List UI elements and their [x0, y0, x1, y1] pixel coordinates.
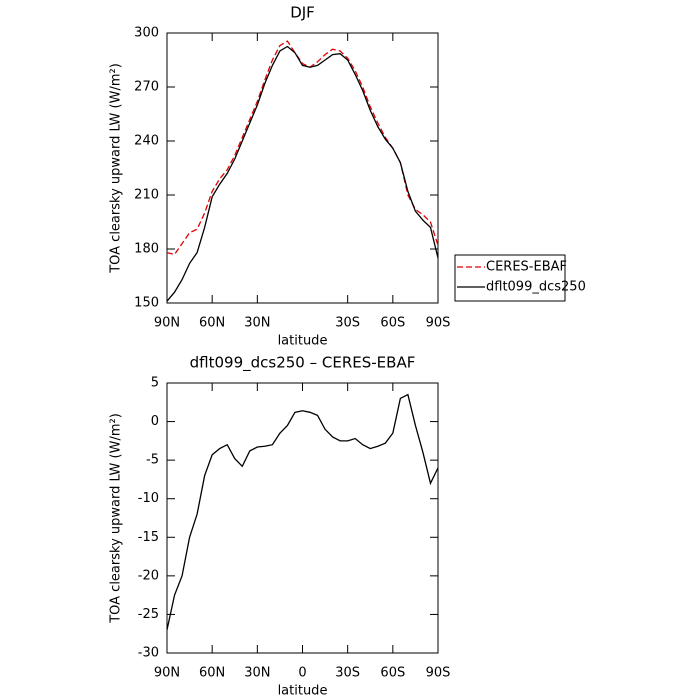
- x-tick-label: 30S: [335, 316, 360, 331]
- y-tick-label: 150: [134, 296, 159, 311]
- x-axis-label: latitude: [278, 334, 328, 349]
- legend-box: [454, 254, 566, 302]
- x-tick-label: 0: [298, 666, 306, 681]
- y-tick-label: -5: [146, 453, 159, 468]
- y-tick-label: -30: [138, 646, 159, 661]
- chart-title: dflt099_dcs250 – CERES-EBAF: [190, 354, 416, 373]
- x-tick-label: 90S: [426, 666, 451, 681]
- data-line: [166, 393, 439, 630]
- y-tick-label: 0: [151, 414, 159, 429]
- y-tick-label: 180: [134, 242, 159, 257]
- x-tick-label: 60S: [380, 666, 405, 681]
- y-tick-label: 240: [134, 134, 159, 149]
- legend-label: CERES-EBAF: [486, 260, 567, 275]
- y-tick-label: 210: [134, 188, 159, 203]
- x-tick-label: 60N: [199, 666, 225, 681]
- x-tick-label: 90N: [154, 316, 180, 331]
- y-tick-label: -25: [138, 607, 159, 622]
- y-tick-label: 270: [134, 80, 159, 95]
- x-tick-label: 60N: [199, 316, 225, 331]
- x-tick-label: 60S: [380, 316, 405, 331]
- x-tick-label: 90N: [154, 666, 180, 681]
- x-axis-label: latitude: [278, 684, 328, 699]
- y-axis-label: TOA clearsky upward LW (W/m²): [109, 63, 124, 274]
- x-tick-label: 30S: [335, 666, 360, 681]
- x-tick-label: 30N: [244, 316, 270, 331]
- y-axis-label: TOA clearsky upward LW (W/m²): [109, 413, 124, 624]
- data-line: [166, 45, 439, 302]
- data-line: [166, 40, 439, 256]
- plot-frame: [166, 32, 439, 304]
- x-tick-label: 30N: [244, 666, 270, 681]
- y-tick-label: -15: [138, 530, 159, 545]
- chart-title: DJF: [290, 4, 315, 22]
- x-tick-label: 90S: [426, 316, 451, 331]
- y-tick-label: -10: [138, 491, 159, 506]
- y-tick-label: 300: [134, 26, 159, 41]
- legend-label: dflt099_dcs250: [486, 280, 586, 295]
- y-tick-label: 5: [151, 376, 159, 391]
- plot-frame: [166, 382, 439, 654]
- y-tick-label: -20: [138, 568, 159, 583]
